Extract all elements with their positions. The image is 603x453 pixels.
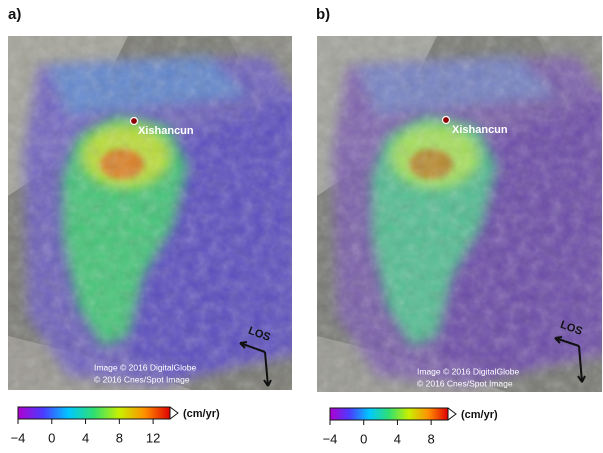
- place-marker: [443, 117, 450, 124]
- colorbar: (cm/yr) −4 0 4 8: [323, 408, 498, 446]
- place-label: Xishancun: [452, 124, 508, 136]
- colorbar-tick-label: −4: [11, 430, 26, 445]
- place-label: Xishancun: [138, 125, 194, 137]
- colorbar-tick-label: 12: [146, 430, 160, 445]
- credit: © 2016 Cnes/Spot Image: [417, 378, 513, 388]
- colorbar-bar: [18, 407, 170, 419]
- panel-a: Xishancun Image © 2016 DigitalGlobe © 20…: [8, 36, 298, 396]
- colorbar-arrow: [448, 408, 456, 420]
- panel-label: a): [8, 6, 21, 23]
- colorbar-tick-label: 8: [116, 430, 123, 445]
- colorbar-tick-label: −4: [323, 431, 338, 446]
- colorbar-unit: (cm/yr): [183, 408, 220, 420]
- panel-b: Xishancun Image © 2016 DigitalGlobe © 20…: [317, 36, 603, 396]
- colorbar-tick-label: 0: [360, 431, 367, 446]
- colorbar-tick-label: 4: [82, 430, 89, 445]
- colorbar-unit: (cm/yr): [461, 409, 498, 421]
- map-image: [8, 36, 298, 396]
- figure: Xishancun Image © 2016 DigitalGlobe © 20…: [0, 0, 603, 448]
- credit: © 2016 Cnes/Spot Image: [94, 374, 190, 384]
- credit: Image © 2016 DigitalGlobe: [417, 366, 519, 376]
- colorbar-tick-label: 0: [48, 430, 55, 445]
- colorbar-tick-label: 4: [394, 431, 401, 446]
- panel-label: b): [316, 6, 330, 23]
- place-marker: [131, 118, 138, 125]
- colorbar-tick-label: 8: [428, 431, 435, 446]
- credit: Image © 2016 DigitalGlobe: [94, 362, 196, 372]
- colorbar-arrow: [170, 407, 178, 419]
- page: {"panels": [ {"label": "a)", "place": "X…: [0, 0, 603, 448]
- colorbar-bar: [330, 408, 448, 420]
- colorbar: (cm/yr) −4 0 4 8 12: [11, 407, 220, 445]
